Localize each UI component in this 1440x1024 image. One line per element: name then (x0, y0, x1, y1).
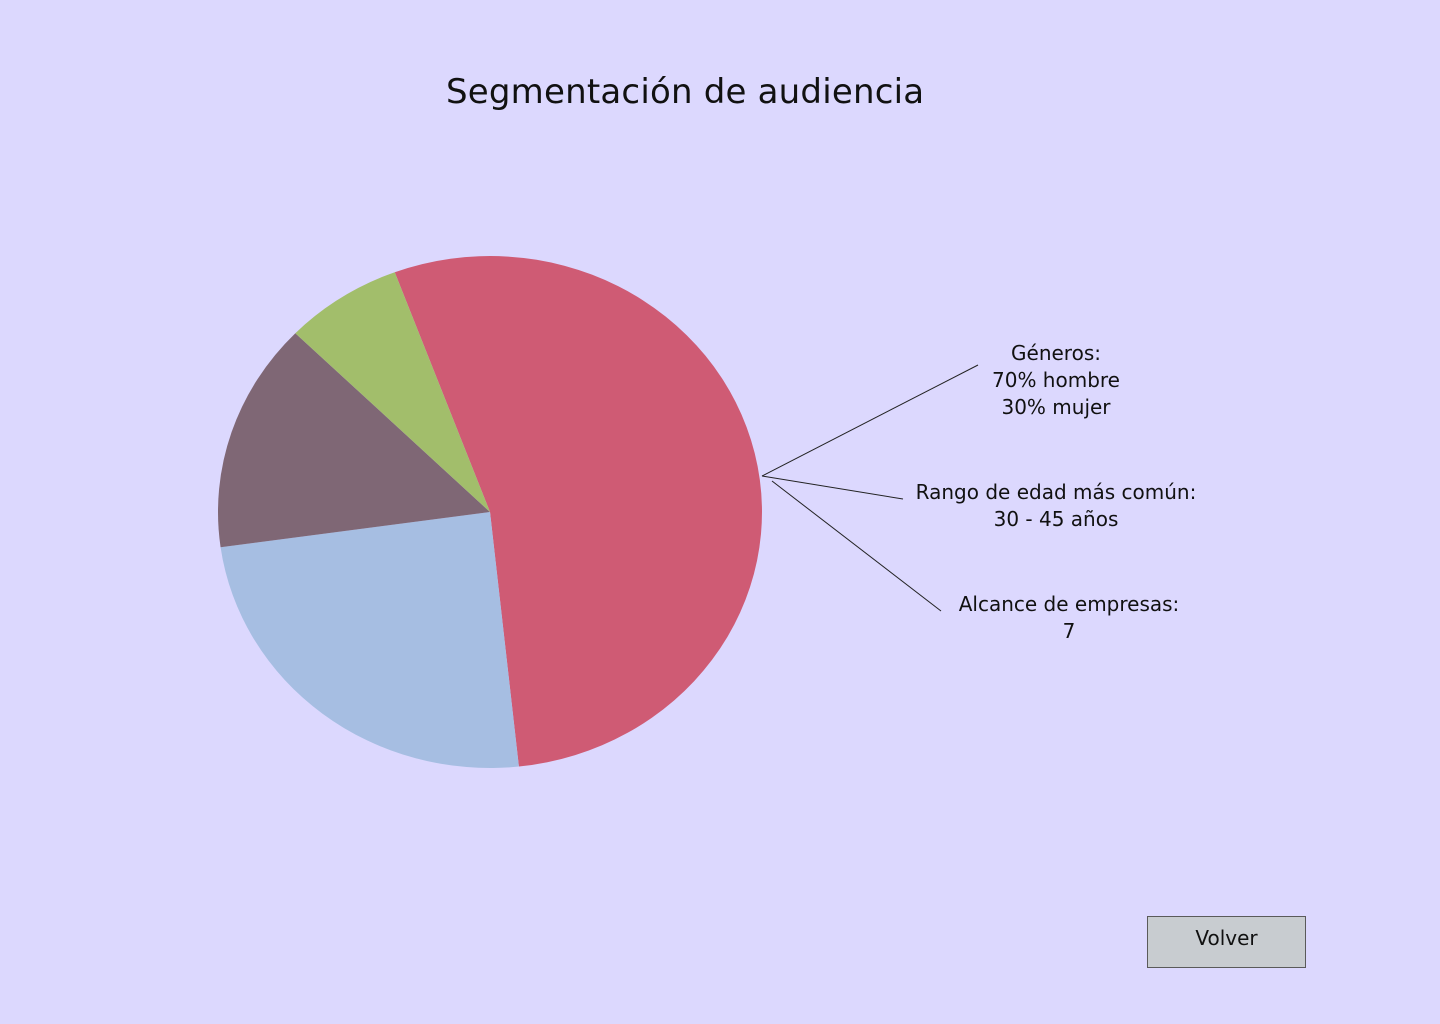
company-reach-heading: Alcance de empresas: (958, 592, 1180, 616)
age-range-heading: Rango de edad más común: (915, 480, 1197, 504)
page-title: Segmentación de audiencia (446, 72, 925, 112)
pie-slice-4 (295, 272, 490, 512)
genders-leader-line (761, 364, 979, 477)
company-reach-value: 7 (1062, 619, 1076, 643)
back-button[interactable]: Volver (1147, 916, 1306, 968)
age-range-leader-line (761, 475, 904, 500)
genders-heading: Géneros: (1011, 341, 1101, 365)
pie-slice-3 (217, 333, 490, 548)
age-range-value: 30 - 45 años (993, 507, 1119, 531)
pie-slice-1 (394, 255, 762, 767)
age-range-callout: Rango de edad más común: 30 - 45 años (906, 479, 1206, 533)
genders-female-share: 30% mujer (1001, 395, 1111, 419)
company-reach-leader-line (771, 480, 942, 612)
genders-male-share: 70% hombre (992, 368, 1120, 392)
pie-slice-2 (220, 512, 519, 768)
genders-callout: Géneros: 70% hombre 30% mujer (956, 340, 1156, 421)
company-reach-callout: Alcance de empresas: 7 (944, 591, 1194, 645)
callout-leader-lines (761, 364, 979, 612)
pie-slices (217, 255, 762, 768)
